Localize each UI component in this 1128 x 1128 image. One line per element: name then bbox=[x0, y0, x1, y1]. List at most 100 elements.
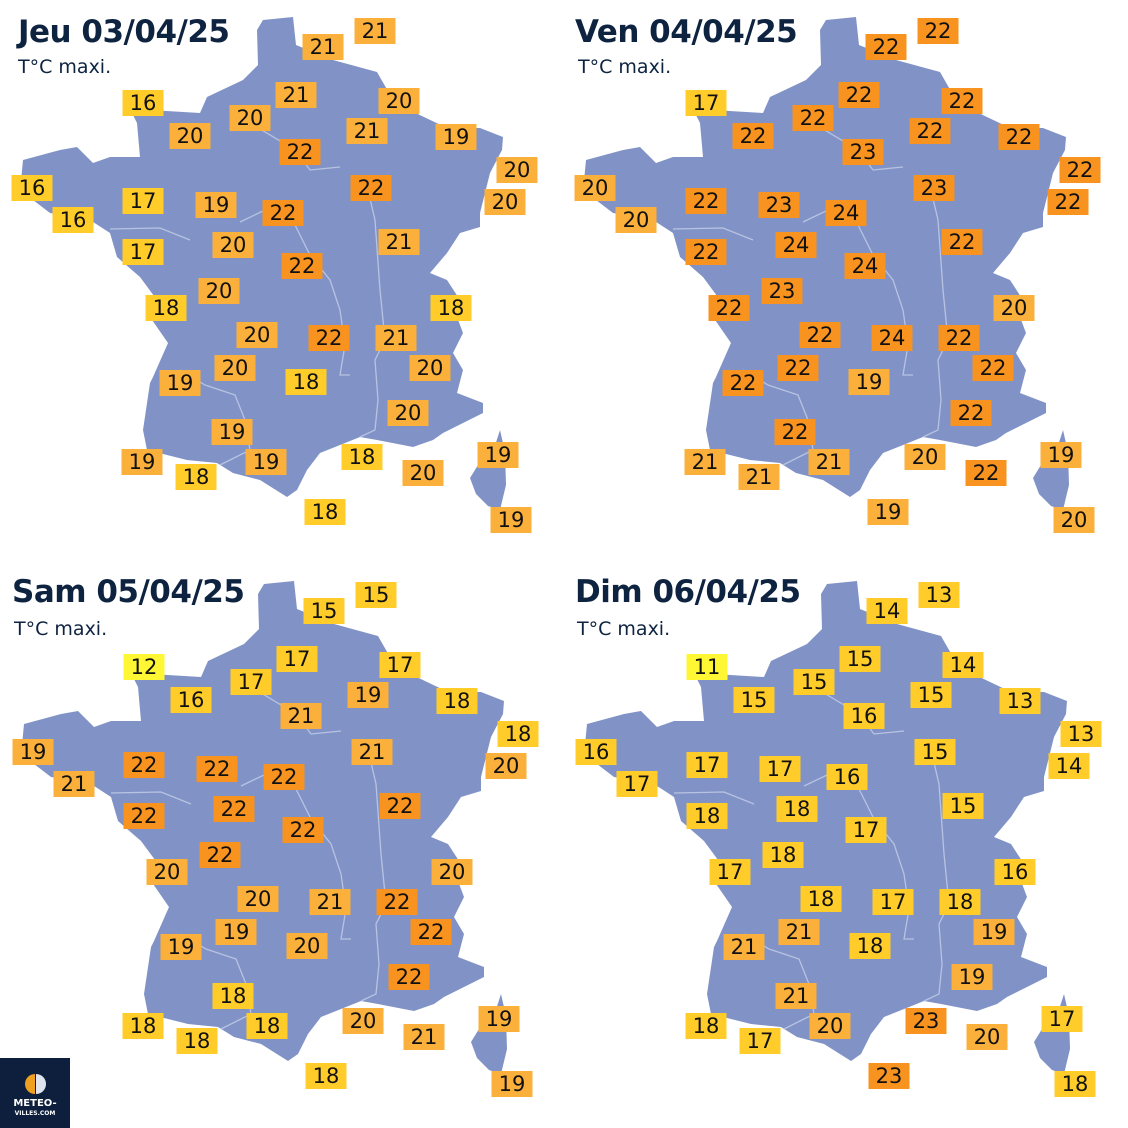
temperature-label: 20 bbox=[993, 295, 1035, 321]
temperature-label: 20 bbox=[574, 175, 616, 201]
temperature-label: 18 bbox=[685, 1013, 727, 1039]
temperature-label: 17 bbox=[379, 652, 421, 678]
temperature-label: 20 bbox=[484, 189, 526, 215]
temperature-label: 18 bbox=[176, 1028, 218, 1054]
temperature-label: 23 bbox=[758, 192, 800, 218]
temperature-label: 20 bbox=[409, 355, 451, 381]
temperature-label: 22 bbox=[262, 200, 304, 226]
temperature-label: 14 bbox=[1048, 753, 1090, 779]
temperature-label: 22 bbox=[708, 295, 750, 321]
temperature-label: 19 bbox=[490, 507, 532, 533]
temperature-label: 22 bbox=[941, 229, 983, 255]
temperature-label: 20 bbox=[169, 123, 211, 149]
temperature-label: 22 bbox=[376, 889, 418, 915]
temperature-label: 16 bbox=[826, 764, 868, 790]
temperature-label: 15 bbox=[355, 582, 397, 608]
temperature-label: 19 bbox=[867, 499, 909, 525]
temperature-label: 22 bbox=[732, 123, 774, 149]
temperature-label: 21 bbox=[309, 889, 351, 915]
temperature-label: 22 bbox=[685, 239, 727, 265]
temperature-label: 17 bbox=[709, 859, 751, 885]
temperature-label: 19 bbox=[347, 682, 389, 708]
temperature-label: 18 bbox=[1054, 1071, 1096, 1097]
temperature-label: 21 bbox=[280, 703, 322, 729]
temperature-label: 20 bbox=[342, 1008, 384, 1034]
temperature-label: 22 bbox=[199, 842, 241, 868]
temperature-label: 24 bbox=[871, 325, 913, 351]
temperature-label: 19 bbox=[848, 369, 890, 395]
temperature-label: 22 bbox=[722, 370, 764, 396]
temperature-label: 21 bbox=[375, 325, 417, 351]
temperature-label: 19 bbox=[121, 449, 163, 475]
temperature-label: 22 bbox=[799, 322, 841, 348]
temperature-label: 22 bbox=[917, 18, 959, 44]
temperature-label: 19 bbox=[477, 442, 519, 468]
temperature-label: 22 bbox=[350, 175, 392, 201]
temperature-label: 19 bbox=[160, 934, 202, 960]
temperature-label: 18 bbox=[497, 721, 539, 747]
day-title: Sam 05/04/25 bbox=[12, 574, 245, 610]
temperature-label: 19 bbox=[195, 192, 237, 218]
temperature-label: 21 bbox=[778, 919, 820, 945]
temperature-label: 17 bbox=[230, 669, 272, 695]
logo-text: METEO- bbox=[13, 1098, 57, 1109]
temperature-label: 22 bbox=[950, 400, 992, 426]
temperature-label: 19 bbox=[973, 919, 1015, 945]
temperature-label: 21 bbox=[723, 934, 765, 960]
temperature-label: 22 bbox=[1047, 189, 1089, 215]
france-mainland-shape bbox=[21, 581, 504, 1061]
temperature-label: 20 bbox=[966, 1024, 1008, 1050]
temperature-label: 11 bbox=[686, 654, 728, 680]
temperature-label: 22 bbox=[281, 253, 323, 279]
temperature-label: 24 bbox=[775, 232, 817, 258]
temperature-label: 21 bbox=[808, 449, 850, 475]
day-title: Dim 06/04/25 bbox=[575, 574, 801, 610]
temperature-label: 20 bbox=[496, 157, 538, 183]
temperature-label: 22 bbox=[123, 803, 165, 829]
day-subtitle: T°C maxi. bbox=[578, 56, 672, 78]
meteo-villes-logo: METEO- VILLES.COM bbox=[0, 1058, 70, 1128]
temperature-label: 22 bbox=[1059, 157, 1101, 183]
temperature-label: 23 bbox=[761, 278, 803, 304]
temperature-label: 15 bbox=[839, 646, 881, 672]
temperature-label: 22 bbox=[938, 325, 980, 351]
temperature-label: 21 bbox=[403, 1024, 445, 1050]
temperature-label: 20 bbox=[431, 859, 473, 885]
temperature-label: 22 bbox=[941, 88, 983, 114]
temperature-label: 17 bbox=[872, 889, 914, 915]
day-subtitle: T°C maxi. bbox=[18, 56, 112, 78]
temperature-label: 16 bbox=[11, 175, 53, 201]
forecast-panel: Jeu 03/04/25 T°C maxi. 21 21 16 21 20 20 20 21 19 2… bbox=[0, 0, 564, 564]
temperature-label: 20 bbox=[378, 88, 420, 114]
temperature-label: 19 bbox=[435, 124, 477, 150]
temperature-label: 14 bbox=[942, 652, 984, 678]
forecast-panel: Dim 06/04/25 T°C maxi. 13 14 11 15 14 15 15 15 13 1… bbox=[564, 564, 1128, 1128]
temperature-label: 23 bbox=[905, 1008, 947, 1034]
temperature-label: 22 bbox=[282, 817, 324, 843]
temperature-label: 17 bbox=[616, 771, 658, 797]
temperature-label: 18 bbox=[762, 842, 804, 868]
day-subtitle: T°C maxi. bbox=[14, 618, 108, 640]
temperature-label: 22 bbox=[998, 124, 1040, 150]
temperature-label: 17 bbox=[686, 752, 728, 778]
temperature-label: 18 bbox=[304, 499, 346, 525]
temperature-label: 20 bbox=[485, 753, 527, 779]
temperature-label: 20 bbox=[212, 232, 254, 258]
temperature-label: 22 bbox=[263, 764, 305, 790]
france-mainland-shape bbox=[20, 17, 503, 497]
temperature-label: 18 bbox=[436, 688, 478, 714]
day-subtitle: T°C maxi. bbox=[577, 618, 671, 640]
temperature-label: 20 bbox=[229, 105, 271, 131]
temperature-label: 19 bbox=[159, 370, 201, 396]
temperature-label: 16 bbox=[843, 703, 885, 729]
temperature-label: 18 bbox=[800, 886, 842, 912]
temperature-label: 18 bbox=[776, 796, 818, 822]
temperature-label: 17 bbox=[122, 188, 164, 214]
temperature-label: 18 bbox=[849, 933, 891, 959]
temperature-label: 23 bbox=[868, 1063, 910, 1089]
temperature-label: 20 bbox=[286, 933, 328, 959]
temperature-label: 16 bbox=[52, 207, 94, 233]
temperature-label: 20 bbox=[387, 400, 429, 426]
temperature-label: 22 bbox=[972, 355, 1014, 381]
temperature-label: 18 bbox=[939, 889, 981, 915]
